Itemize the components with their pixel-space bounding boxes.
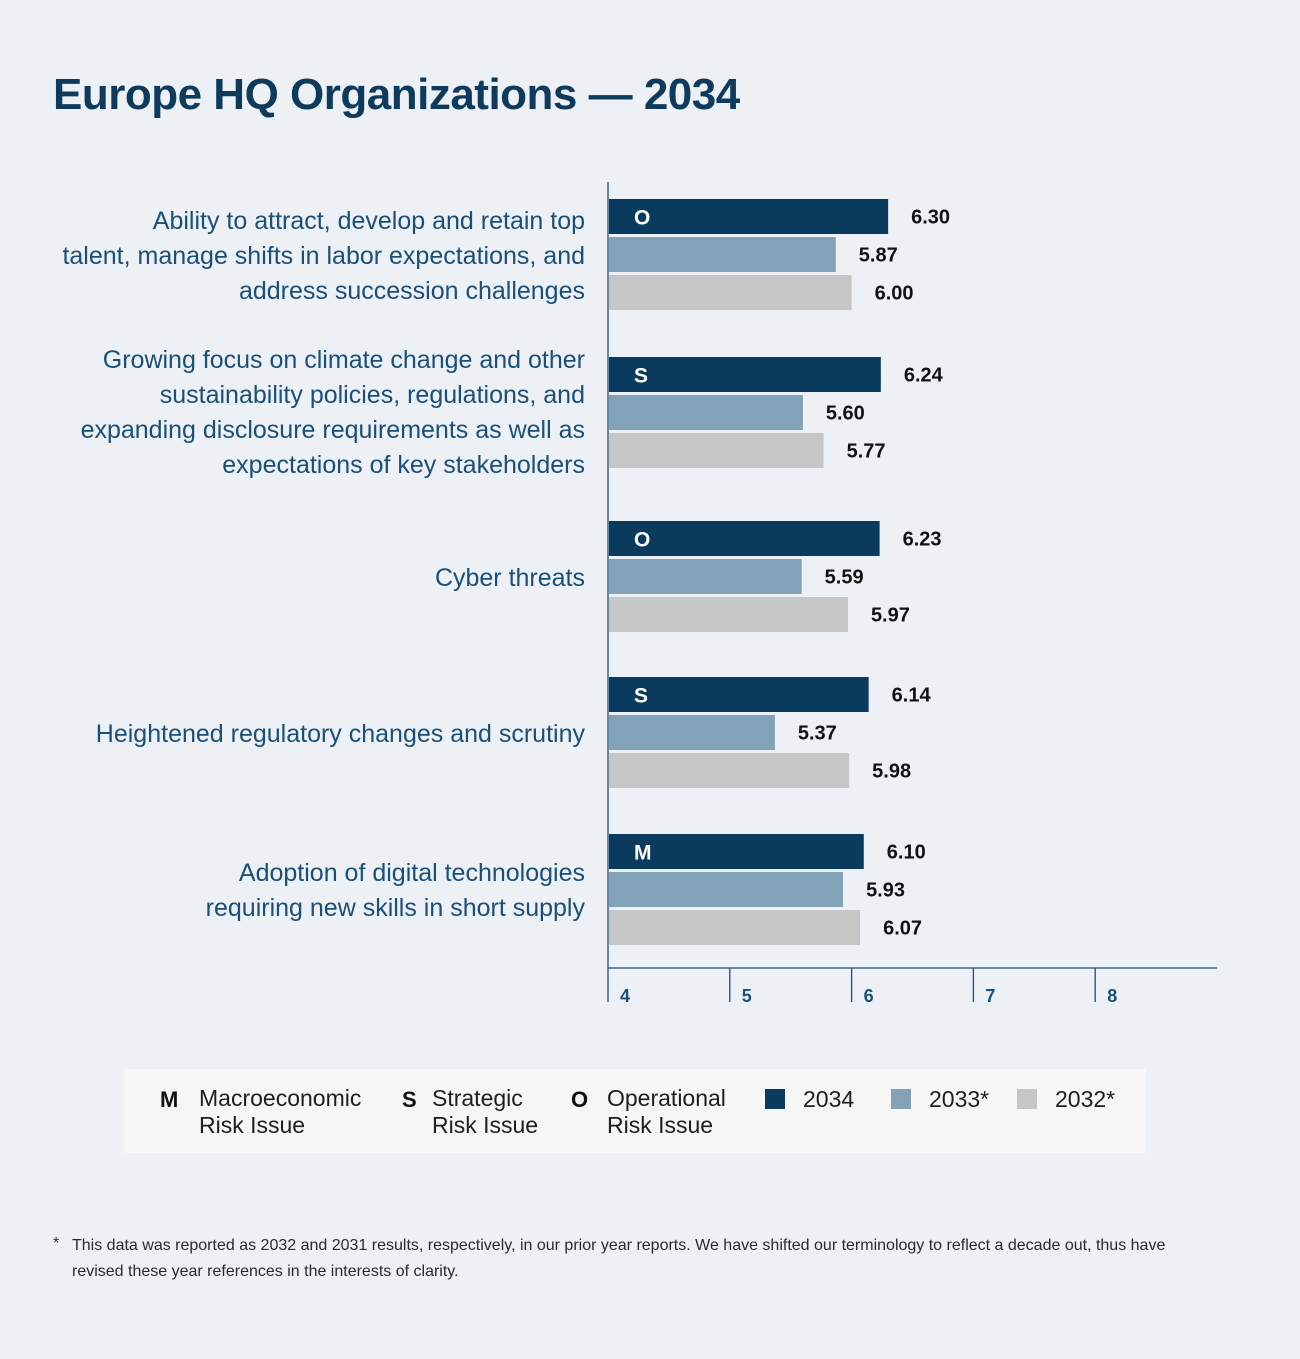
bar-2034 (609, 677, 869, 712)
risk-type-letter: S (634, 685, 648, 708)
data-label-2033: 5.37 (798, 723, 837, 745)
data-label-2034: 6.10 (887, 842, 926, 864)
legend-label-2032: 2032* (1055, 1086, 1116, 1112)
legend-letter-operational: O (571, 1087, 589, 1112)
legend-label: Operational (607, 1085, 726, 1111)
risk-type-letter: O (634, 207, 650, 230)
legend-label-2033: 2033* (929, 1086, 990, 1112)
category-label-line: sustainability policies, regulations, an… (159, 381, 585, 409)
data-label-2033: 5.59 (825, 567, 864, 589)
category-label: Ability to attract, develop and retain t… (25, 204, 585, 309)
legend-label: Risk Issue (432, 1112, 539, 1138)
bar-2033 (609, 715, 775, 750)
data-label-2034: 6.24 (904, 365, 944, 387)
category-label-line: expanding disclosure requirements as wel… (80, 416, 585, 444)
bar-2033 (609, 872, 844, 907)
x-tick-label: 7 (985, 986, 995, 1006)
legend-letter-strategic: S (402, 1087, 417, 1112)
footnote-marker: * (53, 1235, 60, 1252)
legend-letter-macro: M (160, 1087, 179, 1112)
category-label: Growing focus on climate change and othe… (25, 343, 585, 483)
category-label-line: expectations of key stakeholders (222, 451, 585, 479)
bar-2032 (609, 753, 850, 788)
data-label-2033: 5.60 (826, 403, 865, 425)
category-label: Adoption of digital technologies requirin… (25, 856, 585, 926)
legend-label-2034: 2034 (803, 1086, 855, 1112)
category-label-line: Growing focus on climate change and othe… (102, 346, 585, 374)
footnote-text: This data was reported as 2032 and 2031 … (72, 1237, 1166, 1280)
risk-type-letter: O (634, 529, 650, 552)
legend-swatch-2033 (891, 1089, 911, 1109)
category-label-line: Ability to attract, develop and retain t… (152, 206, 585, 235)
bar-2033 (609, 237, 836, 272)
legend-item-operational: Operational Risk Issue (607, 1085, 726, 1139)
data-label-2032: 5.77 (847, 441, 886, 463)
legend-label: Risk Issue (607, 1112, 714, 1138)
category-label-line: address succession challenges (238, 276, 585, 305)
bar-2033 (609, 395, 803, 430)
category-label-line: talent, manage shifts in labor expectati… (62, 241, 585, 270)
bar-2032 (609, 910, 861, 945)
category-label: Cyber threats (25, 561, 585, 596)
legend-label: Strategic (432, 1085, 523, 1111)
data-label-2033: 5.87 (859, 245, 898, 267)
category-label: Heightened regulatory changes and scruti… (25, 717, 585, 752)
x-tick-label: 8 (1107, 986, 1117, 1006)
x-tick-label: 4 (620, 986, 630, 1006)
bar-2034 (609, 834, 864, 869)
chart-title: Europe HQ Organizations — 2034 (53, 70, 740, 119)
legend-swatch-2032 (1017, 1089, 1037, 1109)
bar-2034 (609, 199, 889, 234)
legend-item-strategic: Strategic Risk Issue (432, 1085, 538, 1139)
risk-type-letter: M (634, 842, 652, 865)
data-label-2034: 6.23 (903, 529, 942, 551)
x-tick-label: 6 (864, 986, 874, 1006)
bar-chart: 4 5 6 7 8 6.30 5.87 6.00 O 6.24 5.60 5.77 S 6.23 5.59 5… (607, 182, 1217, 1006)
data-label-2034: 6.30 (911, 207, 950, 229)
category-label-line: Cyber threats (434, 563, 585, 592)
x-tick-label: 5 (742, 986, 752, 1006)
category-label-line: Heightened regulatory changes and scruti… (95, 719, 585, 748)
category-label-line: Adoption of digital technologies (238, 859, 585, 887)
legend-item-macroeconomic: Macroeconomic Risk Issue (199, 1085, 361, 1139)
bar-2033 (609, 559, 802, 594)
legend-label: Risk Issue (199, 1112, 306, 1138)
data-label-2034: 6.14 (892, 685, 932, 707)
category-label-line: requiring new skills in short supply (205, 894, 585, 922)
data-label-2032: 6.00 (875, 283, 914, 305)
bar-2032 (609, 597, 848, 632)
bar-2034 (609, 521, 880, 556)
legend-label: Macroeconomic (199, 1085, 362, 1111)
data-label-2033: 5.93 (866, 880, 905, 902)
data-label-2032: 5.98 (872, 761, 911, 783)
data-label-2032: 6.07 (883, 918, 922, 940)
bar-2032 (609, 433, 824, 468)
bar-2034 (609, 357, 881, 392)
data-label-2032: 5.97 (871, 605, 910, 627)
legend-swatch-2034 (765, 1089, 785, 1109)
risk-type-letter: S (634, 365, 648, 388)
bar-2032 (609, 275, 852, 310)
legend: M Macroeconomic Risk Issue S Strategic R… (124, 1069, 1146, 1153)
